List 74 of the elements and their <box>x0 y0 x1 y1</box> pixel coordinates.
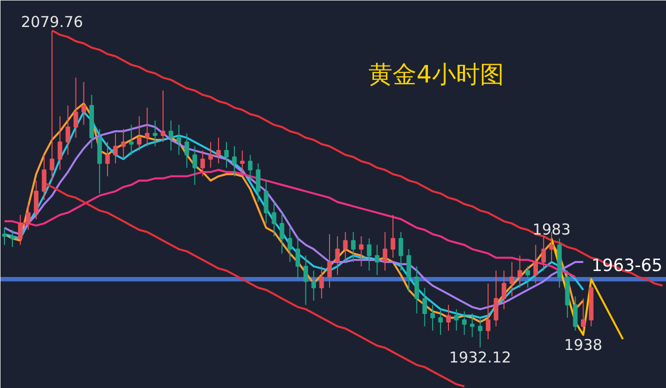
candlestick <box>144 107 150 147</box>
candlestick <box>510 262 514 297</box>
candlestick <box>280 212 284 254</box>
candlestick <box>358 236 364 267</box>
candlestick <box>462 310 467 336</box>
candlestick <box>288 227 292 263</box>
candlestick <box>264 180 268 224</box>
candlestick <box>390 214 396 258</box>
candlestick <box>327 234 332 288</box>
candlestick <box>121 128 126 160</box>
candlestick <box>351 232 356 263</box>
candlestick <box>518 255 522 288</box>
candlestick <box>168 120 174 152</box>
candlestick <box>272 202 276 237</box>
candlestick <box>216 137 221 164</box>
candlestick <box>160 90 166 142</box>
candlestick <box>486 282 490 340</box>
candlestick <box>256 162 260 203</box>
candlestick <box>42 154 46 200</box>
candlestick <box>136 116 142 152</box>
candlestick <box>184 132 190 168</box>
candlestick <box>248 154 253 182</box>
candlestick <box>296 236 300 280</box>
candlestick <box>446 304 451 332</box>
candlestick <box>240 150 245 172</box>
candlestick <box>66 105 70 156</box>
candlestick <box>232 146 237 177</box>
annotation: 1983 <box>532 220 571 238</box>
candlestick <box>398 232 404 272</box>
candlestick <box>224 141 229 168</box>
candlestick <box>129 124 134 156</box>
candlestick <box>502 270 506 310</box>
candlestick <box>494 270 498 327</box>
candlestick <box>10 229 15 248</box>
candlestick <box>26 204 31 230</box>
candlestick <box>343 232 348 263</box>
candlestick <box>303 255 308 306</box>
candlestick <box>105 141 110 177</box>
candlestick <box>573 296 578 332</box>
candlestick <box>2 227 7 246</box>
candlestick <box>208 141 213 168</box>
candlestick <box>470 312 475 338</box>
annotation: 2079.76 <box>21 13 84 32</box>
text: 黄金4小时图 <box>368 60 504 88</box>
candlestick <box>454 308 459 332</box>
candlestick <box>382 232 388 272</box>
annotation: 1938 <box>564 336 602 354</box>
candlestick <box>335 236 340 276</box>
candlestick <box>81 81 86 126</box>
candlestick <box>200 150 205 177</box>
annotation: 1932.12 <box>449 348 512 367</box>
candlestick <box>58 116 62 170</box>
candlestick <box>192 146 198 186</box>
candlestick <box>74 77 78 138</box>
candlestick <box>34 180 38 220</box>
candlestick <box>422 287 427 327</box>
candlestick <box>176 124 182 156</box>
candlestick <box>374 244 380 276</box>
candlestick <box>50 30 54 182</box>
candlestick <box>319 266 324 299</box>
candlestick <box>366 238 372 272</box>
candlestick <box>438 308 443 336</box>
candlestick <box>18 214 23 246</box>
candlestick <box>406 248 412 293</box>
candlestick <box>430 304 435 332</box>
candlestick <box>478 317 482 348</box>
candlestick <box>541 236 546 272</box>
candlestick <box>113 132 118 164</box>
candlestick <box>414 266 420 314</box>
candlestick <box>533 244 538 284</box>
candlestick <box>152 120 158 147</box>
candlestick <box>525 266 530 288</box>
candlestick <box>311 270 316 302</box>
candlestick <box>580 298 586 332</box>
